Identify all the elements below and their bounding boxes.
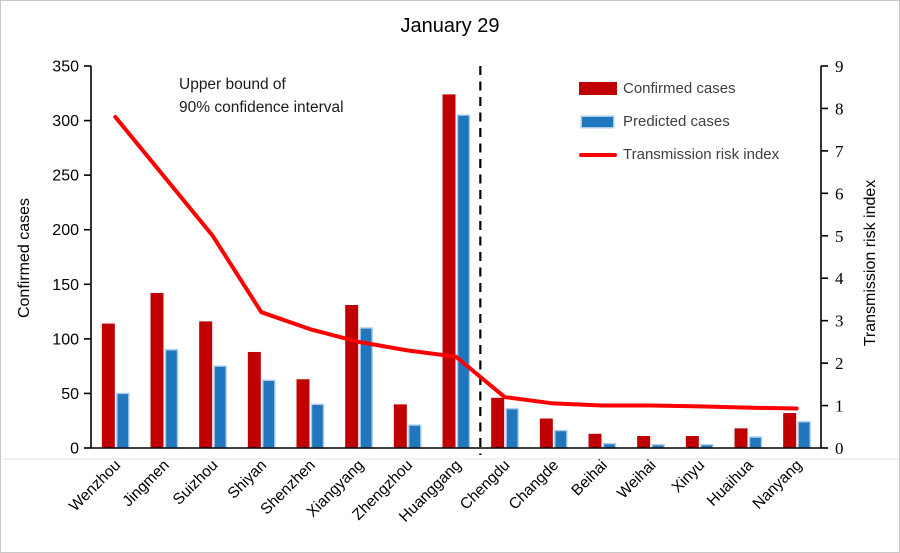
svg-text:6: 6: [835, 184, 844, 203]
svg-text:5: 5: [835, 227, 844, 246]
svg-text:3: 3: [835, 312, 844, 331]
legend-label-risk-index: Transmission risk index: [623, 146, 780, 163]
svg-text:0: 0: [70, 441, 79, 458]
bar-predicted-nanyang: [797, 421, 811, 449]
bar-predicted-shenzhen: [310, 403, 325, 449]
legend-label-predicted-cases: Predicted cases: [623, 113, 730, 130]
bar-confirmed-huanggang: [442, 94, 456, 449]
category-label-beihai: Beihai: [568, 457, 610, 499]
category-label-wenzhou: Wenzhou: [66, 457, 124, 515]
bar-confirmed-beihai: [588, 433, 602, 448]
bar-confirmed-chengdu: [491, 397, 505, 448]
bar-confirmed-weihai: [637, 435, 651, 448]
svg-text:2: 2: [835, 354, 844, 373]
bar-confirmed-shiyan: [247, 351, 261, 448]
svg-text:100: 100: [52, 331, 79, 348]
bar-confirmed-huaihua: [734, 428, 748, 448]
bar-predicted-changde: [554, 429, 568, 449]
category-label-jingmen: Jingmen: [119, 457, 172, 510]
bar-predicted-zhengzhou: [408, 424, 422, 449]
bar-predicted-chengdu: [505, 408, 519, 449]
svg-text:150: 150: [52, 277, 79, 294]
bar-confirmed-suizhou: [199, 321, 213, 448]
svg-text:4: 4: [835, 269, 844, 288]
confidence-annotation: Upper bound of 90% confidence interval: [179, 73, 344, 119]
category-label-weihai: Weihai: [614, 457, 659, 502]
right-axis-title: Transmission risk index: [862, 179, 879, 347]
legend: Confirmed cases Predicted cases Transmis…: [579, 79, 779, 164]
category-label-changde: Changde: [506, 457, 563, 514]
bar-predicted-huanggang: [456, 114, 471, 449]
bar-predicted-suizhou: [213, 365, 227, 449]
category-label-suizhou: Suizhou: [170, 457, 222, 509]
category-label-chengdu: Chengdu: [457, 457, 514, 514]
legend-item-confirmed-cases: Confirmed cases: [579, 79, 779, 98]
bar-confirmed-wenzhou: [101, 323, 115, 448]
category-label-shiyan: Shiyan: [225, 457, 271, 503]
transmission-risk-line: [113, 114, 799, 411]
left-axis-title: Confirmed cases: [16, 197, 33, 319]
svg-text:350: 350: [52, 59, 79, 76]
svg-text:250: 250: [52, 168, 79, 185]
category-label-nanyang: Nanyang: [750, 457, 806, 513]
svg-text:300: 300: [52, 113, 79, 130]
bar-predicted-huaihua: [748, 436, 763, 449]
bar-confirmed-xinyu: [685, 435, 699, 448]
svg-text:50: 50: [61, 386, 79, 403]
category-label-huaihua: Huaihua: [704, 457, 757, 510]
svg-text:8: 8: [835, 99, 844, 118]
svg-text:7: 7: [835, 142, 844, 161]
svg-text:0: 0: [835, 439, 844, 458]
risk-index-line-swatch: [579, 152, 617, 157]
bar-confirmed-zhengzhou: [393, 404, 407, 448]
bar-predicted-wenzhou: [116, 392, 130, 449]
bar-predicted-shiyan: [262, 379, 276, 449]
predicted-cases-swatch: [582, 116, 613, 127]
annotation-line-2: 90% confidence interval: [179, 99, 344, 116]
svg-text:9: 9: [835, 57, 844, 76]
bar-predicted-jingmen: [164, 349, 179, 449]
legend-item-risk-index: Transmission risk index: [579, 145, 779, 164]
bar-confirmed-shenzhen: [296, 379, 310, 448]
legend-item-predicted-cases: Predicted cases: [579, 112, 779, 131]
bar-confirmed-xiangyang: [345, 305, 359, 448]
category-label-xinyu: Xinyu: [669, 457, 708, 496]
annotation-line-1: Upper bound of: [179, 76, 286, 93]
svg-text:200: 200: [52, 222, 79, 239]
confirmed-cases-swatch: [579, 82, 617, 95]
bar-confirmed-jingmen: [150, 293, 164, 448]
svg-text:1: 1: [835, 397, 844, 416]
bar-confirmed-changde: [539, 418, 553, 448]
legend-label-confirmed-cases: Confirmed cases: [623, 80, 736, 97]
bar-confirmed-nanyang: [783, 413, 797, 448]
chart-title: January 29: [400, 15, 500, 37]
